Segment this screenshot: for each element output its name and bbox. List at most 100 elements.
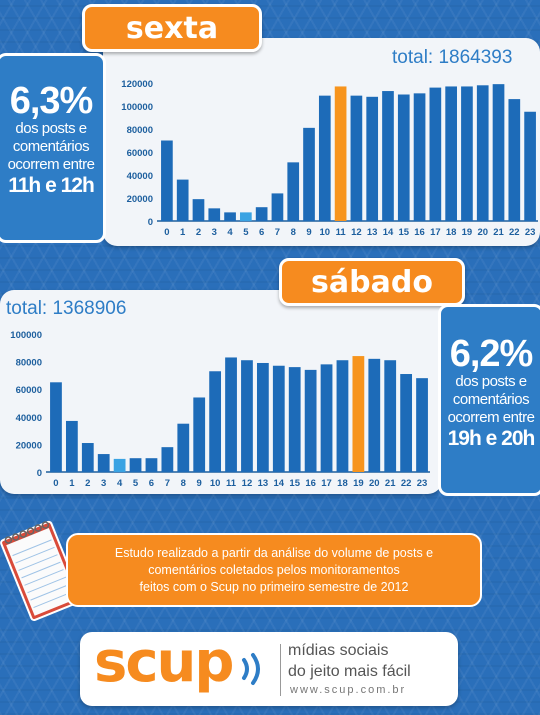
x-tick-label: 9 xyxy=(197,478,202,488)
saturday-stat-text-1: dos posts e xyxy=(455,373,527,390)
bar-hour-19 xyxy=(352,356,365,472)
bar-hour-16 xyxy=(304,369,317,472)
bar-hour-4 xyxy=(224,212,236,221)
x-tick-label: 22 xyxy=(401,478,412,488)
logo-url[interactable]: www.scup.com.br xyxy=(290,684,407,696)
x-tick-label: 23 xyxy=(417,478,428,488)
bar-hour-18 xyxy=(445,86,457,221)
saturday-title: sábado xyxy=(279,258,465,306)
y-tick-label: 100000 xyxy=(10,330,42,341)
bar-hour-6 xyxy=(255,207,268,221)
bar-hour-15 xyxy=(288,367,301,472)
x-tick-label: 0 xyxy=(53,478,58,488)
x-tick-label: 18 xyxy=(446,227,457,238)
y-tick-label: 80000 xyxy=(16,358,42,369)
bar-hour-13 xyxy=(256,362,269,472)
bar-hour-19 xyxy=(461,86,473,221)
x-tick-label: 8 xyxy=(291,227,296,238)
x-tick-label: 1 xyxy=(180,227,186,238)
saturday-stat-box: 6,2% dos posts e comentários ocorrem ent… xyxy=(438,304,540,496)
bar-hour-22 xyxy=(508,99,521,221)
friday-title: sexta xyxy=(82,4,262,52)
bar-hour-0 xyxy=(50,382,62,472)
friday-total: total: 1864393 xyxy=(392,47,513,68)
signal-waves-icon xyxy=(242,653,260,685)
x-tick-label: 18 xyxy=(337,478,348,488)
study-note-line-2: comentários coletados pelos monitorament… xyxy=(148,562,400,577)
x-tick-label: 7 xyxy=(275,227,280,238)
y-tick-label: 100000 xyxy=(121,102,153,113)
x-tick-label: 15 xyxy=(289,478,300,488)
saturday-stat-hours: 19h e 20h xyxy=(447,427,536,450)
x-tick-label: 9 xyxy=(306,227,311,238)
y-tick-label: 60000 xyxy=(127,148,153,159)
bar-hour-18 xyxy=(336,360,349,472)
x-tick-label: 10 xyxy=(320,227,331,238)
bar-hour-17 xyxy=(429,87,442,221)
bar-hour-6 xyxy=(145,458,158,472)
x-tick-label: 5 xyxy=(133,478,139,488)
x-tick-label: 16 xyxy=(305,478,316,488)
bar-hour-7 xyxy=(271,193,284,221)
x-tick-label: 13 xyxy=(258,478,269,488)
bar-hour-2 xyxy=(192,199,205,221)
x-tick-label: 17 xyxy=(321,478,332,488)
x-tick-label: 0 xyxy=(164,227,169,238)
friday-stat-percent: 6,3% xyxy=(9,80,94,122)
y-tick-label: 0 xyxy=(148,217,153,228)
bar-hour-22 xyxy=(400,374,413,472)
saturday-stat-text-2: comentários xyxy=(452,391,530,408)
x-tick-label: 10 xyxy=(210,478,221,488)
y-tick-label: 20000 xyxy=(16,440,42,451)
x-tick-label: 3 xyxy=(212,227,217,238)
study-note-line-3: feitos com o Scup no primeiro semestre d… xyxy=(139,579,409,594)
y-tick-label: 0 xyxy=(37,468,42,479)
bar-hour-3 xyxy=(97,454,110,472)
bar-hour-20 xyxy=(368,358,381,472)
bar-hour-11 xyxy=(225,357,237,472)
logo-tagline-2: do jeito mais fácil xyxy=(288,663,411,680)
x-tick-label: 11 xyxy=(226,478,237,488)
x-tick-label: 14 xyxy=(383,227,394,238)
bar-hour-20 xyxy=(476,85,489,221)
saturday-total: total: 1368906 xyxy=(6,298,127,319)
x-tick-label: 4 xyxy=(117,478,123,488)
scup-logo-box: scup mídias sociais do jeito mais fácil … xyxy=(80,630,458,706)
x-tick-label: 19 xyxy=(462,227,473,238)
friday-stat-hours: 11h e 12h xyxy=(8,174,95,197)
friday-stat-text-1: dos posts e xyxy=(15,120,87,137)
bar-hour-12 xyxy=(241,360,253,472)
bar-hour-2 xyxy=(81,443,94,472)
bar-hour-10 xyxy=(318,95,331,221)
logo-divider xyxy=(280,644,281,696)
x-tick-label: 11 xyxy=(336,227,347,238)
bar-hour-10 xyxy=(209,371,222,472)
bar-hour-3 xyxy=(208,208,221,221)
bar-hour-9 xyxy=(303,127,315,221)
bar-hour-15 xyxy=(397,94,410,221)
x-tick-label: 8 xyxy=(181,478,186,488)
bar-hour-9 xyxy=(193,397,206,472)
bar-hour-5 xyxy=(240,212,252,221)
x-tick-label: 4 xyxy=(227,227,233,238)
x-tick-label: 3 xyxy=(101,478,106,488)
bar-hour-21 xyxy=(492,84,505,222)
x-tick-label: 2 xyxy=(196,227,201,238)
x-tick-label: 6 xyxy=(259,227,264,238)
x-tick-label: 5 xyxy=(243,227,249,238)
y-tick-label: 80000 xyxy=(127,125,153,136)
x-tick-label: 1 xyxy=(69,478,75,488)
x-tick-label: 15 xyxy=(398,227,409,238)
y-tick-label: 40000 xyxy=(16,413,42,424)
bar-hour-5 xyxy=(129,458,142,472)
study-note-line-1: Estudo realizado a partir da análise do … xyxy=(114,545,434,560)
bar-hour-23 xyxy=(524,111,536,221)
bar-hour-0 xyxy=(161,140,173,221)
bar-hour-13 xyxy=(366,96,379,221)
bar-hour-11 xyxy=(334,86,347,221)
x-tick-label: 2 xyxy=(85,478,90,488)
x-tick-label: 17 xyxy=(430,227,441,238)
saturday-stat-text-3: ocorrem entre xyxy=(447,409,535,426)
